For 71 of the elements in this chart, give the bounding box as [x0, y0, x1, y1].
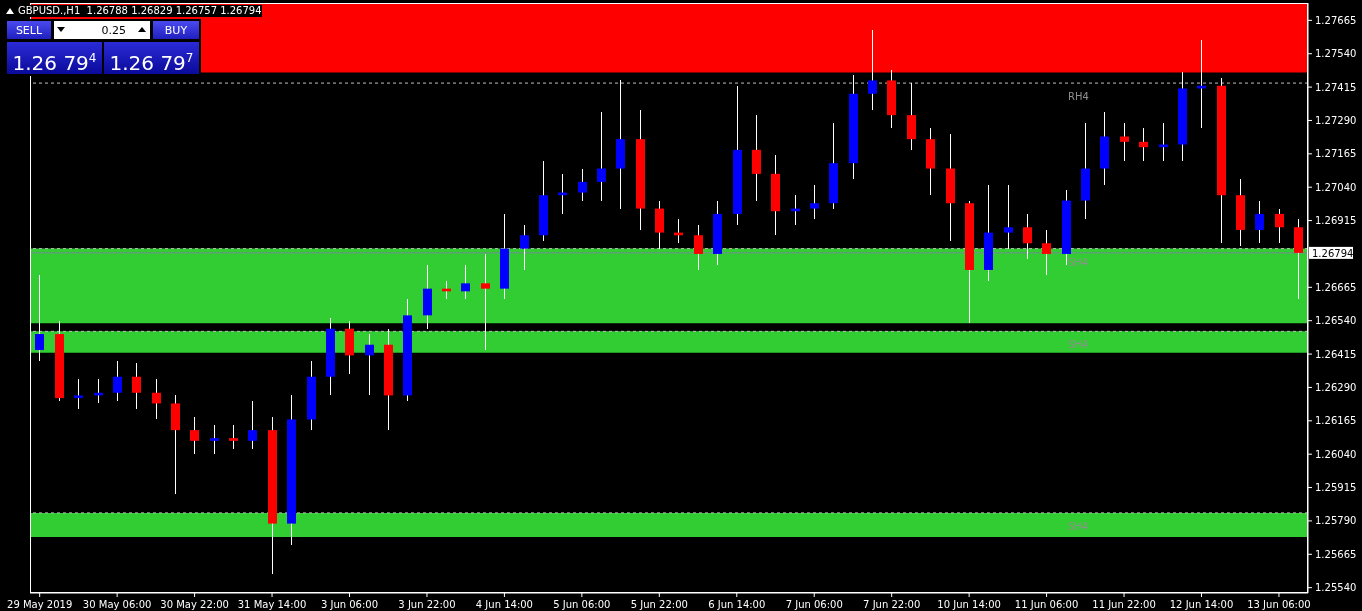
ref-line-label: SH4 — [1068, 256, 1089, 268]
candlestick — [694, 224, 703, 271]
x-tick-label: 5 Jun 06:00 — [553, 599, 611, 611]
x-tick-label: 3 Jun 22:00 — [398, 599, 456, 611]
annotation: 1.26 79$^{4}$ — [11, 50, 98, 75]
y-tick-label: 1.27415 — [1315, 81, 1357, 93]
y-tick-label: 1.27165 — [1315, 148, 1357, 160]
x-tick-label: 10 Jun 14:00 — [937, 599, 1001, 611]
y-tick-label: 1.26290 — [1315, 381, 1357, 393]
candlestick — [1042, 229, 1051, 276]
candlestick — [210, 424, 219, 455]
x-tick-label: 13 Jun 06:00 — [1247, 599, 1311, 611]
x-tick-label: 7 Jun 22:00 — [863, 599, 921, 611]
ref-line-label: SH4 — [1068, 520, 1089, 532]
candlestick — [597, 111, 606, 202]
y-tick-label: 1.25540 — [1315, 582, 1357, 594]
candlestick — [1120, 122, 1129, 162]
candlestick — [578, 168, 587, 202]
y-tick-label: 1.25665 — [1315, 548, 1357, 560]
annotation: SELL — [7, 21, 51, 39]
x-tick-label: 11 Jun 06:00 — [1014, 599, 1079, 611]
candlestick — [190, 416, 199, 455]
candlestick — [1139, 127, 1148, 162]
x-tick-label: 31 May 14:00 — [237, 599, 307, 611]
x-tick-label: 11 Jun 22:00 — [1092, 599, 1156, 611]
candlestick — [1004, 184, 1013, 250]
x-tick-label: 30 May 22:00 — [160, 599, 229, 611]
y-tick-label: 1.27540 — [1315, 48, 1357, 60]
y-tick-label: 1.26540 — [1315, 315, 1357, 327]
candlestick — [461, 264, 470, 300]
annotation: 1.26 79$^{7}$ — [108, 50, 195, 75]
y-tick-label: 1.27040 — [1315, 181, 1357, 193]
x-tick-label: 5 Jun 22:00 — [630, 599, 688, 611]
y-tick-label: 1.26915 — [1315, 215, 1357, 227]
candlestick — [365, 333, 374, 396]
y-tick-label: 1.25915 — [1315, 482, 1357, 494]
candlestick — [152, 378, 161, 420]
candlestick — [229, 424, 238, 450]
candlestick — [1023, 213, 1032, 260]
y-tick-label: 1.27290 — [1315, 115, 1357, 127]
candlestick — [74, 378, 83, 410]
annotation: 0.25 — [100, 22, 126, 39]
x-tick-label: 29 May 2019 — [7, 599, 73, 611]
candlestick — [481, 253, 490, 351]
candlestick — [1159, 122, 1168, 162]
x-tick-label: 3 Jun 06:00 — [320, 599, 379, 611]
x-tick-label: 12 Jun 14:00 — [1169, 599, 1234, 611]
y-tick-label: 1.27665 — [1315, 14, 1357, 26]
y-tick-label: 1.26415 — [1315, 348, 1357, 360]
ref-line-label: SH4 — [1068, 339, 1089, 351]
candlestick — [1255, 200, 1264, 244]
x-tick-label: 6 Jun 14:00 — [708, 599, 766, 611]
candlestick — [132, 362, 141, 410]
y-tick-label: 1.25790 — [1315, 515, 1357, 527]
candlestick — [520, 224, 529, 271]
ref-line-label: 1.26794 — [1312, 247, 1354, 259]
ref-line-label: RH4 — [1068, 91, 1089, 103]
chart-title: GBPUSD.,H1 1.26788 1.26829 1.26757 1.26794 — [18, 5, 262, 17]
y-tick-label: 1.26665 — [1315, 281, 1357, 293]
y-tick-label: 1.26165 — [1315, 415, 1357, 427]
annotation: BUY — [153, 21, 199, 39]
candlestick — [810, 184, 819, 220]
candlestick — [1275, 208, 1284, 244]
y-tick-label: 1.26040 — [1315, 448, 1357, 460]
candlestick — [35, 274, 44, 362]
x-tick-label: 30 May 06:00 — [82, 599, 152, 611]
x-tick-label: 7 Jun 06:00 — [785, 599, 843, 611]
candlestick — [248, 400, 257, 450]
candlestick — [868, 29, 877, 111]
x-tick-label: 4 Jun 14:00 — [475, 599, 533, 611]
candlestick — [113, 360, 122, 402]
